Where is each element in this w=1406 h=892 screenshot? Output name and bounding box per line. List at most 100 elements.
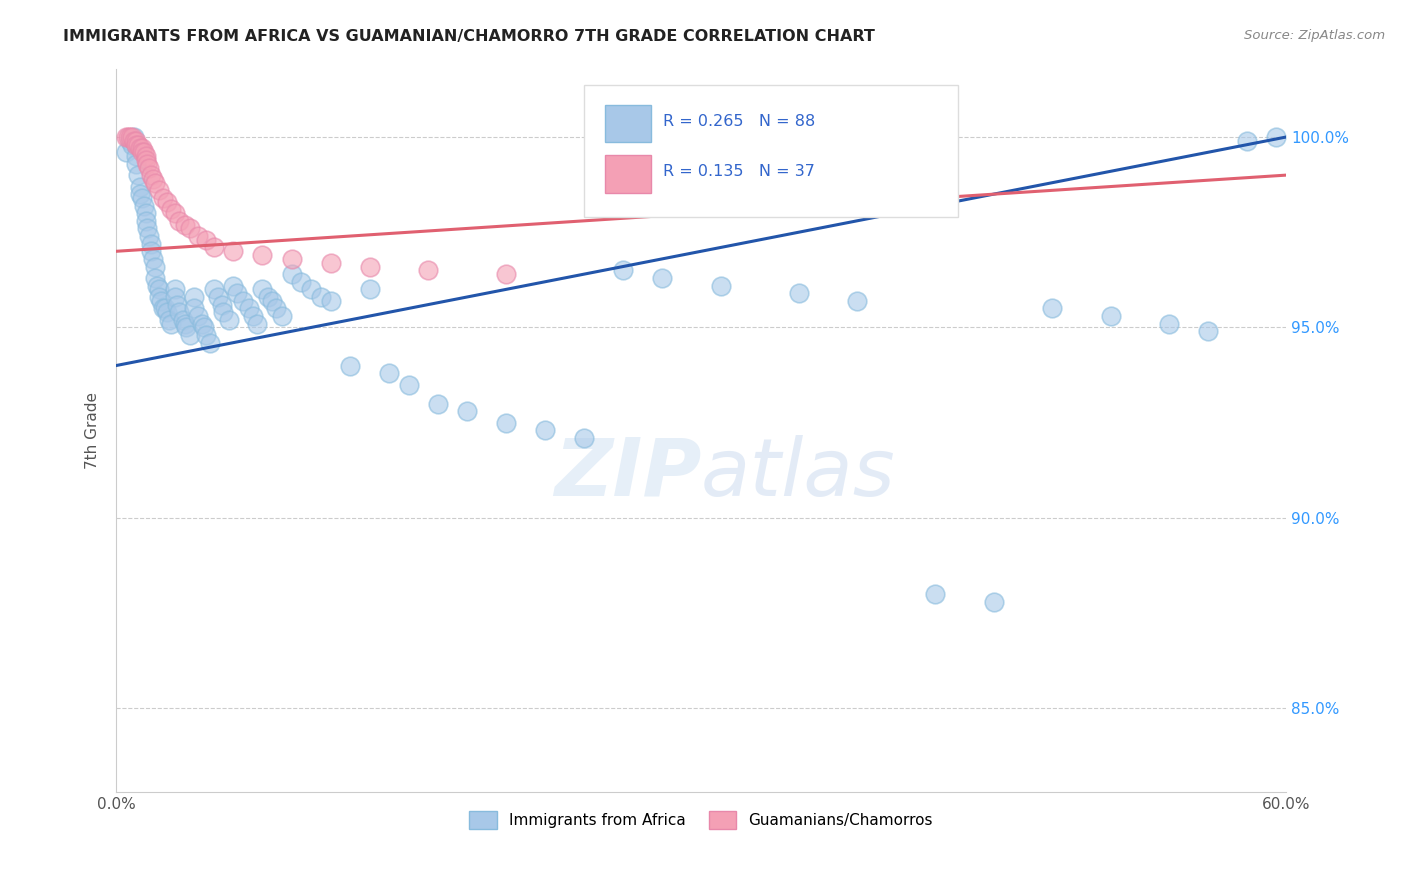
Point [125, 134, 148, 148]
Point [146, 278, 169, 293]
Point [172, 313, 194, 327]
Point [257, 290, 280, 304]
Point [157, 313, 180, 327]
Point [117, 130, 139, 145]
Point [128, 187, 150, 202]
Point [127, 137, 149, 152]
Point [132, 198, 155, 212]
Point [271, 309, 294, 323]
Point [534, 423, 557, 437]
Point [132, 145, 155, 160]
Point [142, 172, 165, 186]
Point [194, 328, 217, 343]
Point [160, 202, 183, 217]
Point [131, 141, 153, 155]
Point [309, 290, 332, 304]
Text: atlas: atlas [702, 434, 896, 513]
Point [173, 317, 195, 331]
Point [924, 587, 946, 601]
Point [127, 168, 149, 182]
Point [153, 301, 176, 316]
Point [202, 282, 225, 296]
Point [1157, 317, 1180, 331]
Point [191, 317, 214, 331]
Point [138, 229, 160, 244]
Point [115, 130, 138, 145]
Point [131, 145, 153, 160]
Point [212, 305, 235, 319]
Point [418, 263, 440, 277]
FancyBboxPatch shape [583, 85, 959, 217]
Point [143, 260, 166, 274]
Point [280, 252, 302, 266]
FancyBboxPatch shape [605, 155, 651, 193]
Point [495, 267, 517, 281]
Point [378, 366, 401, 380]
Point [163, 290, 186, 304]
Point [319, 256, 342, 270]
Point [710, 278, 733, 293]
Point [1236, 134, 1258, 148]
Point [1040, 301, 1063, 316]
Point [115, 145, 138, 160]
Y-axis label: 7th Grade: 7th Grade [86, 392, 100, 468]
Point [290, 275, 312, 289]
Point [150, 293, 173, 308]
Point [152, 191, 174, 205]
Point [125, 157, 148, 171]
Point [198, 335, 221, 350]
Point [983, 594, 1005, 608]
Point [193, 320, 215, 334]
Point [572, 431, 595, 445]
Point [166, 297, 188, 311]
Point [359, 282, 381, 296]
Point [222, 244, 245, 259]
Legend: Immigrants from Africa, Guamanians/Chamorros: Immigrants from Africa, Guamanians/Chamo… [463, 805, 939, 835]
Point [787, 286, 810, 301]
Point [163, 282, 186, 296]
Point [846, 293, 869, 308]
Point [128, 179, 150, 194]
Point [141, 244, 163, 259]
Point [167, 214, 190, 228]
Point [1265, 130, 1288, 145]
Point [183, 301, 205, 316]
Point [122, 130, 145, 145]
Point [262, 293, 284, 308]
Point [176, 320, 198, 334]
Point [299, 282, 322, 296]
Point [1197, 324, 1219, 338]
Text: R = 0.135   N = 37: R = 0.135 N = 37 [662, 164, 814, 179]
Point [612, 263, 634, 277]
Point [148, 183, 170, 197]
Point [246, 317, 269, 331]
Point [152, 301, 174, 316]
FancyBboxPatch shape [605, 104, 651, 143]
Point [134, 153, 156, 167]
Point [173, 218, 195, 232]
Point [264, 301, 287, 316]
Point [187, 309, 209, 323]
Point [226, 286, 249, 301]
Point [319, 293, 342, 308]
Point [118, 134, 141, 148]
Point [141, 236, 163, 251]
Point [131, 191, 153, 205]
Point [134, 214, 156, 228]
Point [202, 240, 225, 254]
Point [125, 137, 148, 152]
Point [207, 290, 229, 304]
Text: ZIP: ZIP [554, 434, 702, 513]
Point [252, 282, 274, 296]
Point [179, 328, 201, 343]
Point [187, 229, 209, 244]
Point [148, 282, 170, 296]
Point [339, 359, 361, 373]
Point [238, 301, 260, 316]
Point [232, 293, 254, 308]
Point [252, 248, 274, 262]
Point [160, 317, 183, 331]
Point [426, 396, 449, 410]
Point [359, 260, 381, 274]
Point [651, 271, 673, 285]
